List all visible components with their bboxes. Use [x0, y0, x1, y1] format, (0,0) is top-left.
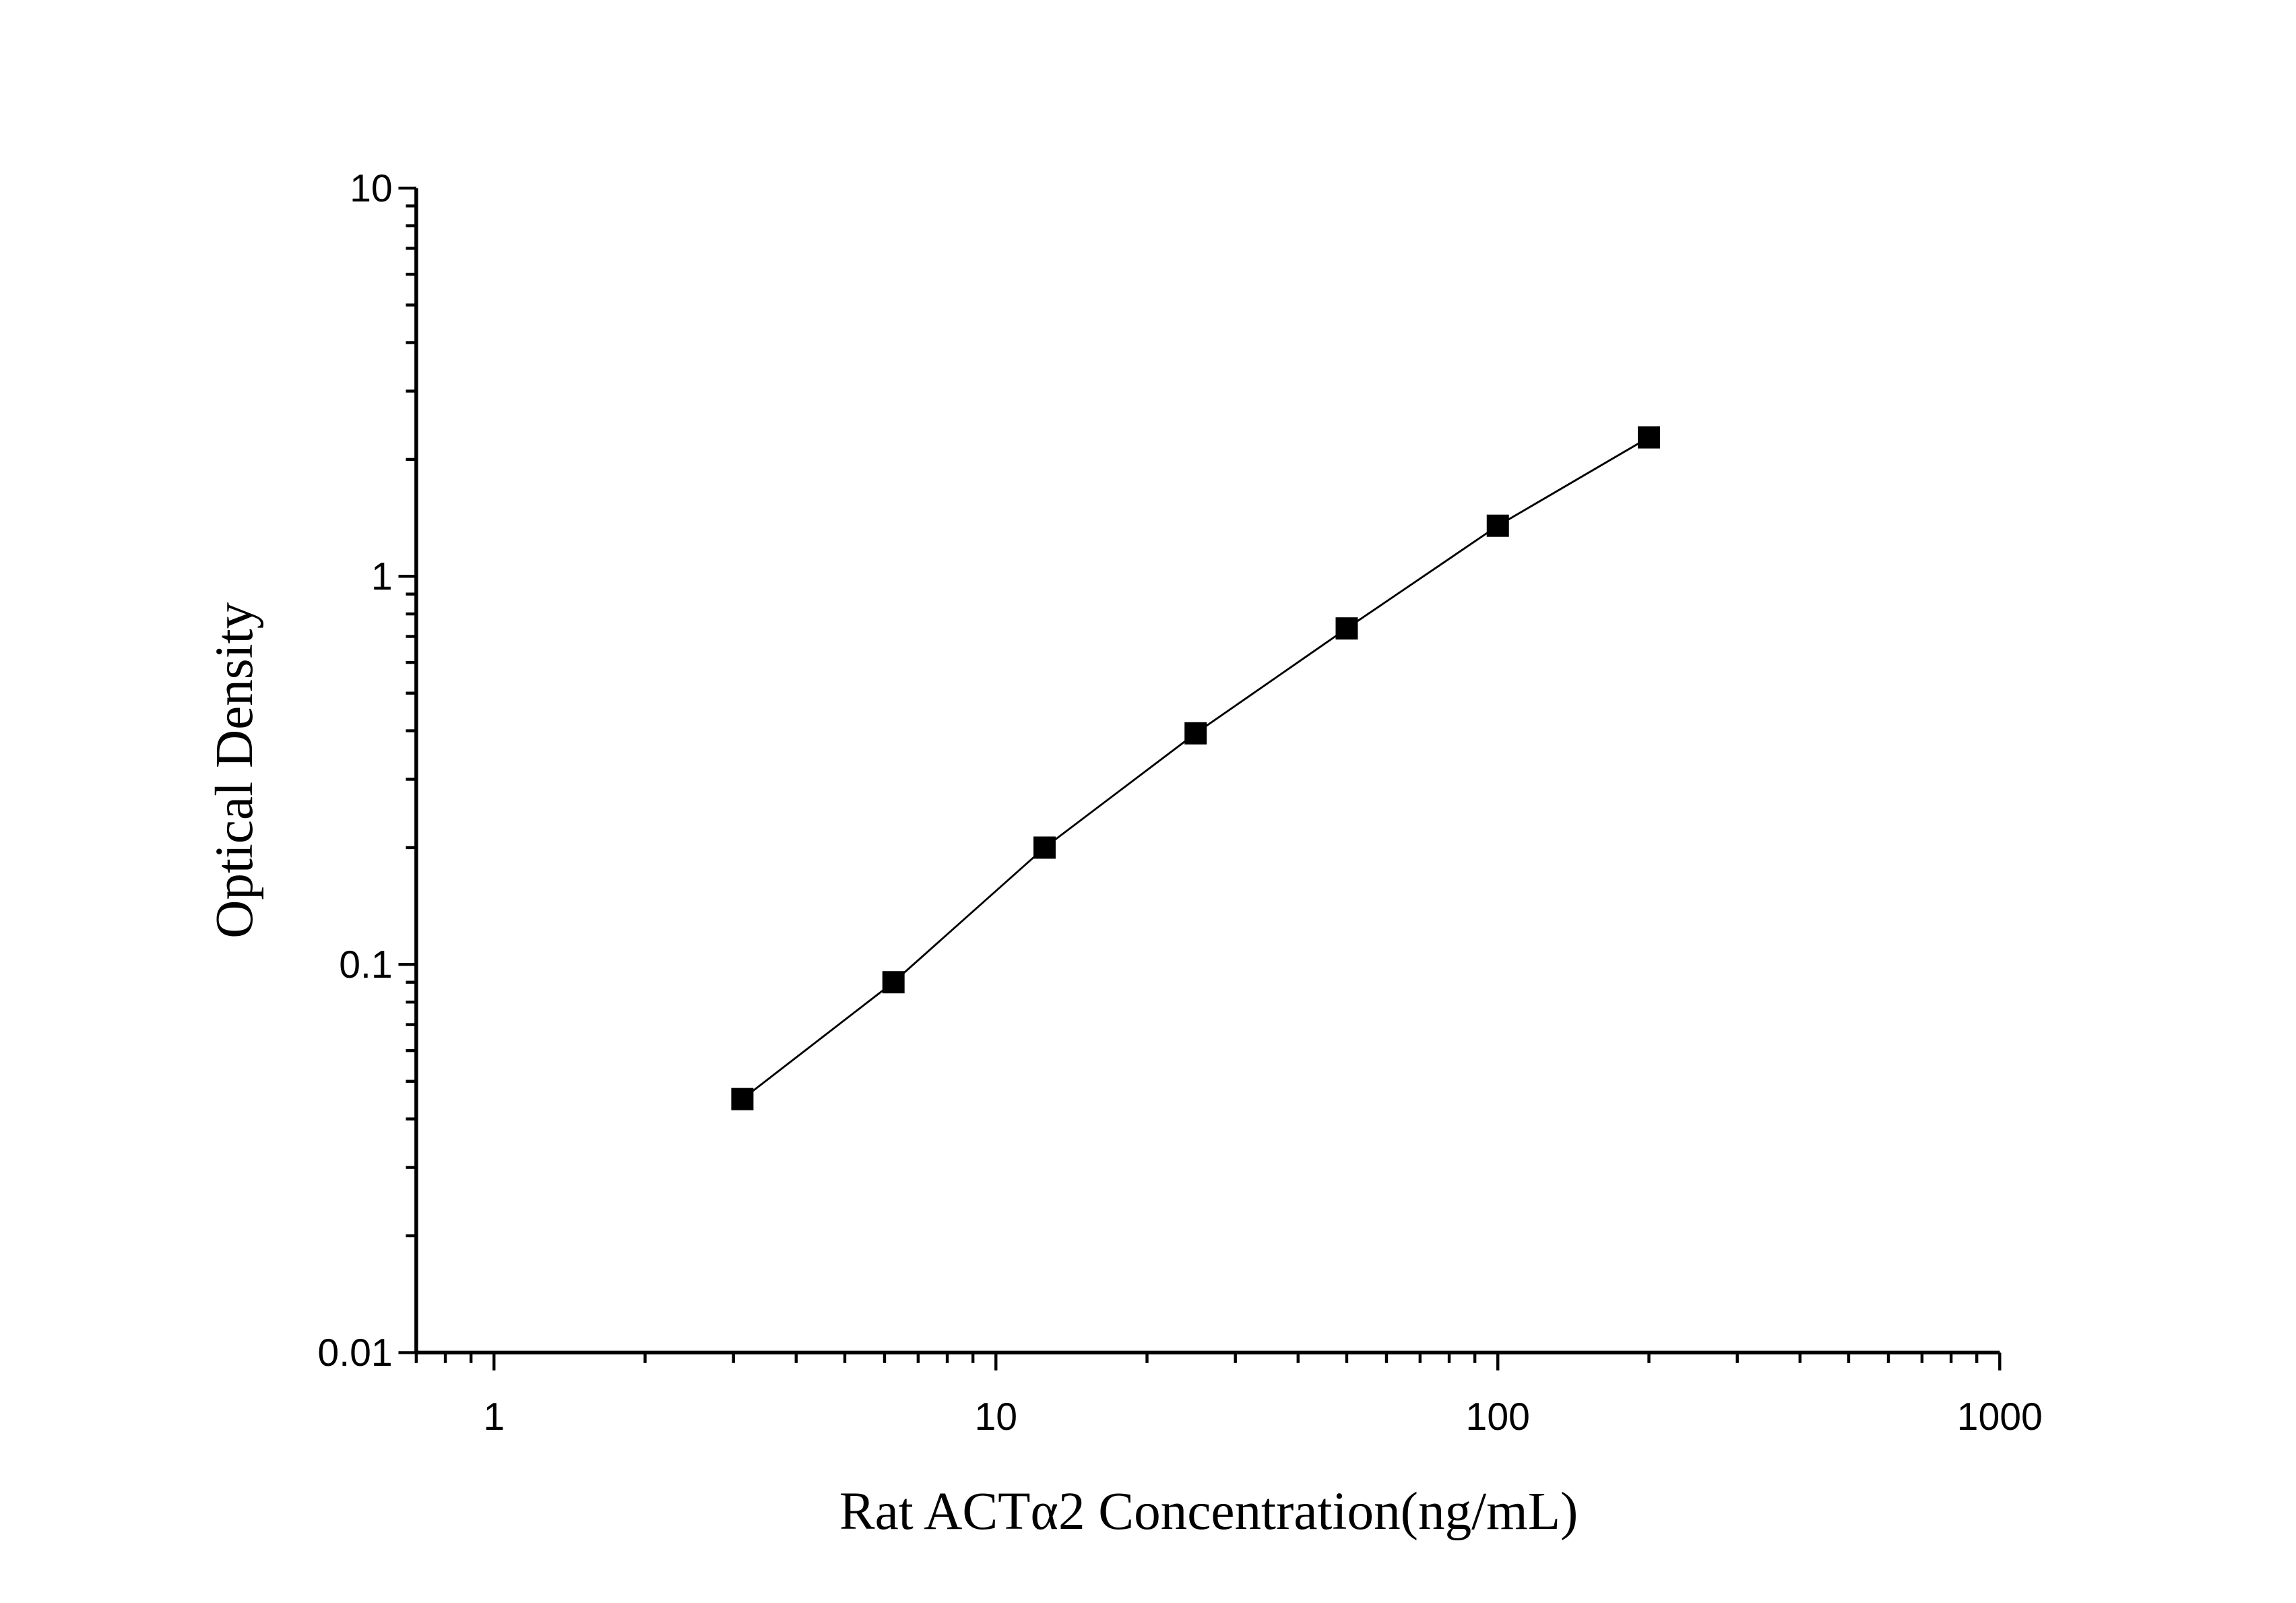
y-tick-label: 0.01: [317, 1331, 392, 1375]
data-series: [731, 426, 1661, 1110]
data-point: [882, 971, 905, 994]
x-tick-label: 1: [483, 1395, 505, 1439]
y-tick-label: 1: [371, 555, 393, 598]
x-tick-label: 100: [1466, 1395, 1530, 1439]
data-point: [1486, 514, 1509, 537]
data-point: [1033, 836, 1056, 859]
y-tick-label: 0.1: [339, 943, 392, 986]
data-point: [1638, 426, 1661, 449]
data-point: [1335, 617, 1358, 640]
data-point: [1184, 722, 1207, 745]
axes: 1 10 100 1000 0.01 0.1 1 10: [317, 167, 2042, 1439]
x-tick-label: 10: [974, 1395, 1017, 1439]
y-tick-label: 10: [350, 167, 393, 210]
data-point: [731, 1088, 754, 1110]
series-line: [742, 436, 1650, 1100]
y-axis-title: Optical Density: [205, 602, 264, 938]
x-tick-label: 1000: [1957, 1395, 2043, 1439]
x-axis-title: Rat ACTα2 Concentration(ng/mL): [839, 1482, 1578, 1541]
